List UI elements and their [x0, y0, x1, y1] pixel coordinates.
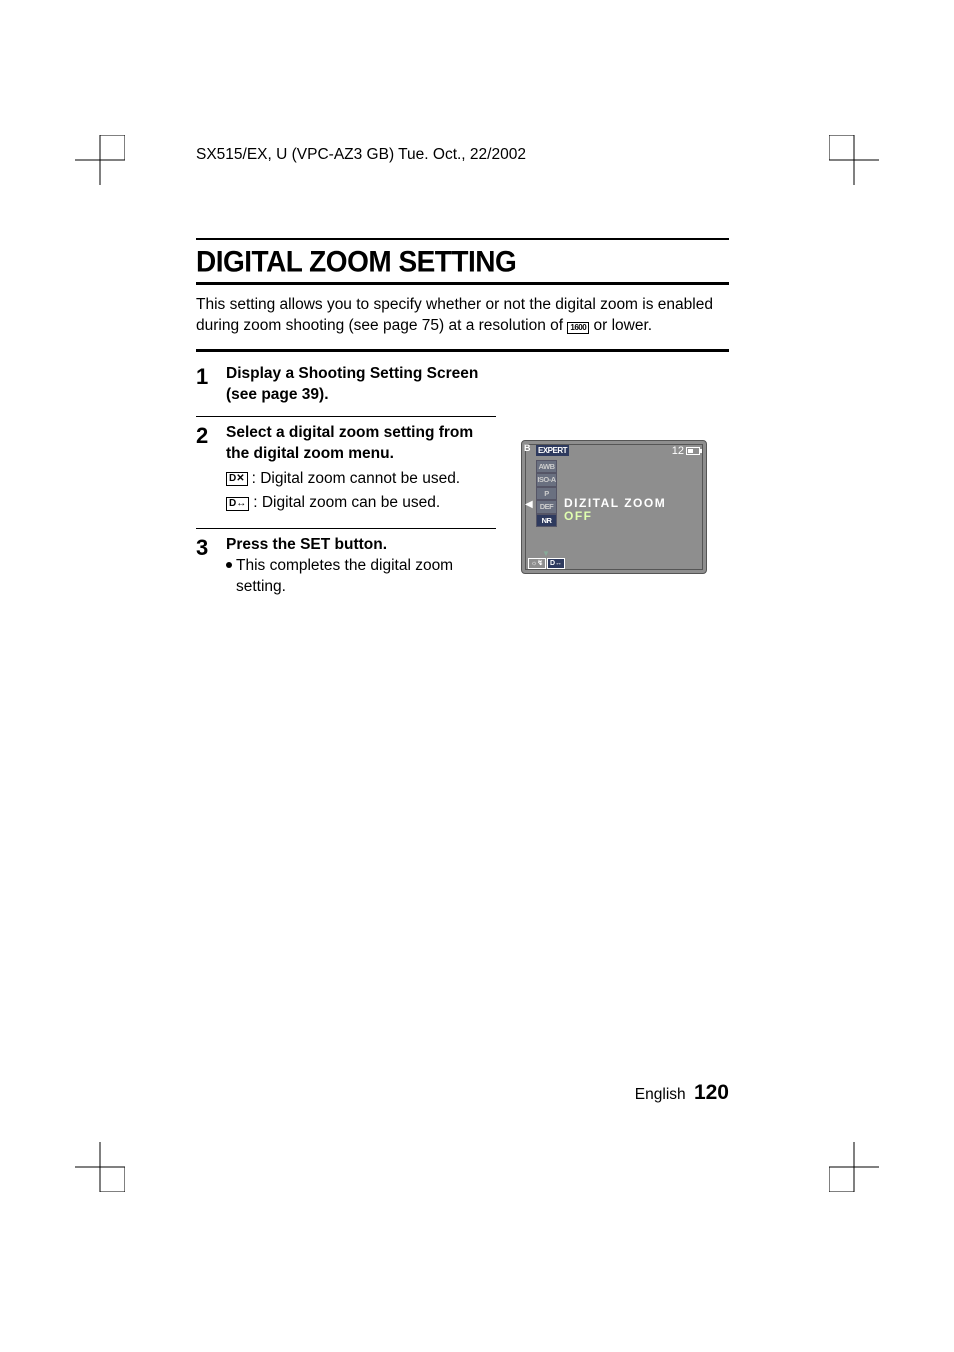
- screen-outer: B EXPERT 12 ▲ AWB ISO-A P DEF NR ◀ DIZIT…: [521, 440, 707, 574]
- screen-sidebar: AWB ISO-A P DEF NR: [536, 460, 557, 528]
- footer-language: English: [635, 1086, 686, 1103]
- screen-bottom-icons: ☼↯ D↔: [528, 558, 565, 569]
- screen-mode-label: EXPERT: [536, 445, 569, 456]
- battery-icon: [686, 447, 700, 455]
- sidebar-item-selected: NR: [536, 514, 557, 528]
- intro-rule: [196, 349, 729, 352]
- intro-paragraph: This setting allows you to specify wheth…: [196, 295, 729, 337]
- step-3: 3 Press the SET button. This completes t…: [196, 531, 496, 606]
- option-row: D✕ : Digital zoom cannot be used.: [226, 469, 496, 490]
- option-text: : Digital zoom cannot be used.: [252, 469, 461, 490]
- intro-post: or lower.: [589, 317, 652, 334]
- step-number: 1: [196, 364, 214, 406]
- step-heading: Display a Shooting Setting Screen (see p…: [226, 364, 496, 406]
- footer-page-number: 120: [694, 1081, 729, 1104]
- sidebar-item: ISO-A: [536, 473, 557, 487]
- screen-label-line2: OFF: [564, 510, 666, 523]
- arrow-left-icon: ◀: [525, 499, 533, 510]
- step-number: 2: [196, 423, 214, 519]
- bullet-icon: [226, 562, 232, 568]
- screen-topright: 12: [672, 445, 700, 457]
- title-section: DIGITAL ZOOM SETTING: [196, 238, 729, 285]
- screen-main-label: DIZITAL ZOOM OFF: [564, 497, 666, 523]
- bullet-row: This completes the digital zoom setting.: [226, 556, 496, 598]
- screen-count: 12: [672, 445, 684, 457]
- zoom-off-icon: D✕: [226, 472, 248, 486]
- step-body: Select a digital zoom setting from the d…: [226, 423, 496, 519]
- zoom-on-icon: D↔: [226, 497, 249, 511]
- option-row: D↔ : Digital zoom can be used.: [226, 493, 496, 514]
- crop-mark-tl: [75, 135, 125, 185]
- sidebar-item: DEF: [536, 500, 557, 514]
- crop-mark-tr: [829, 135, 879, 185]
- step-body: Press the SET button. This completes the…: [226, 535, 496, 598]
- camera-screen-graphic: B EXPERT 12 ▲ AWB ISO-A P DEF NR ◀ DIZIT…: [521, 440, 707, 574]
- step-heading: Press the SET button.: [226, 535, 496, 556]
- steps-column: 1 Display a Shooting Setting Screen (see…: [196, 360, 496, 606]
- step-rule: [196, 528, 496, 529]
- content-area: DIGITAL ZOOM SETTING This setting allows…: [196, 238, 729, 606]
- step-heading: Select a digital zoom setting from the d…: [226, 423, 496, 465]
- step-2: 2 Select a digital zoom setting from the…: [196, 419, 496, 527]
- option-text: : Digital zoom can be used.: [253, 493, 440, 514]
- step-rule: [196, 416, 496, 417]
- page-footer: English 120: [635, 1081, 729, 1105]
- sidebar-item: P: [536, 487, 557, 501]
- crop-mark-bl: [75, 1142, 125, 1192]
- document-header: SX515/EX, U (VPC-AZ3 GB) Tue. Oct., 22/2…: [196, 146, 526, 164]
- page-title: DIGITAL ZOOM SETTING: [196, 245, 729, 279]
- resolution-icon: 1600: [567, 322, 589, 334]
- sidebar-item: AWB: [536, 460, 557, 474]
- bullet-text: This completes the digital zoom setting.: [236, 556, 496, 598]
- bottom-icon: ☼↯: [528, 558, 546, 569]
- steps-area: 1 Display a Shooting Setting Screen (see…: [196, 360, 729, 606]
- step-1: 1 Display a Shooting Setting Screen (see…: [196, 360, 496, 414]
- crop-mark-br: [829, 1142, 879, 1192]
- bottom-icon-selected: D↔: [547, 558, 565, 569]
- step-number: 3: [196, 535, 214, 598]
- arrow-down-icon: ▼: [542, 549, 550, 558]
- screen-corner-label: B: [524, 443, 531, 453]
- step-body: Display a Shooting Setting Screen (see p…: [226, 364, 496, 406]
